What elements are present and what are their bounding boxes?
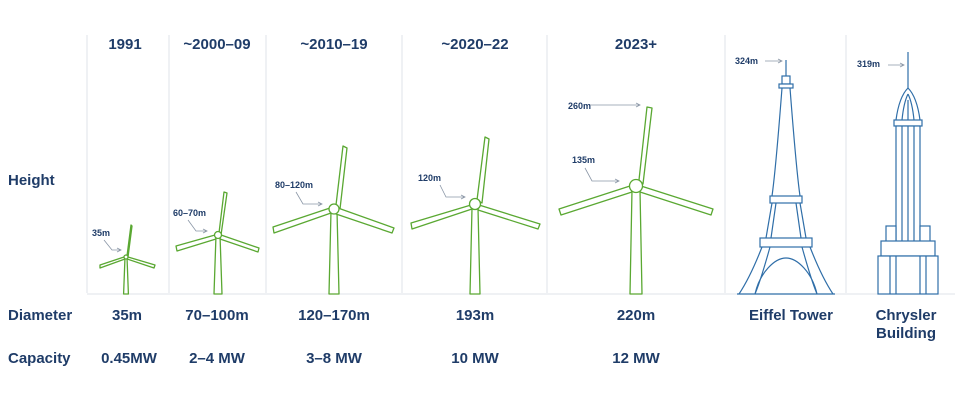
turbine-blade (272, 207, 332, 234)
turbine-hub (328, 203, 340, 215)
annotation-arrow (888, 62, 905, 68)
diameter-value-2010-19: 120–170m (298, 307, 370, 324)
capacity-value-2020-22: 10 MW (451, 350, 499, 367)
eiffel-middle (765, 202, 807, 239)
eiffel-top (781, 75, 791, 85)
diameter-value-1991: 35m (112, 307, 142, 324)
turbine-tower (328, 210, 340, 295)
turbine-blade (335, 145, 348, 210)
annotation-arrow (584, 167, 620, 184)
height-annotation: 60–70m (173, 208, 206, 218)
turbine-blade (126, 256, 156, 269)
turbine-hub (628, 178, 644, 194)
landmark-name-chrysler-line1: Chrysler (876, 307, 937, 324)
column-dividers (86, 35, 847, 293)
capacity-value-2000-09: 2–4 MW (189, 350, 246, 367)
diameter-row: 35m 70–100m 120–170m 193m 220m Eiffel To… (112, 307, 937, 342)
turbine-blade (638, 106, 653, 185)
chrysler-base-lines (889, 256, 927, 294)
height-annotation: 135m (572, 155, 595, 165)
era-label-2010-19: ~2010–19 (300, 36, 367, 53)
era-label-2000-09: ~2000–09 (183, 36, 250, 53)
annotation-arrow (187, 219, 208, 234)
chrysler-building: 319m (857, 52, 939, 295)
landmark-name-eiffel: Eiffel Tower (749, 307, 833, 324)
capacity-value-1991: 0.45MW (101, 350, 158, 367)
turbine-hub (468, 197, 482, 211)
turbine-tower (122, 256, 130, 295)
capacity-value-2010-19: 3–8 MW (306, 350, 363, 367)
chrysler-crown (895, 87, 921, 121)
landmark-name-chrysler-line2: Building (876, 325, 936, 342)
turbine-2020-22: 120m (410, 136, 541, 295)
turbine-2023: 135m 260m (558, 101, 714, 295)
row-label-capacity: Capacity (8, 350, 71, 367)
turbine-blade (126, 224, 133, 258)
turbine-hub (123, 254, 129, 260)
annotation-arrow (103, 239, 122, 253)
capacity-value-2023: 12 MW (612, 350, 660, 367)
eiffel-body (771, 87, 801, 197)
turbine-tower (213, 234, 223, 295)
turbine-blade (410, 204, 473, 230)
turbine-hub (213, 230, 223, 240)
eiffel-tower: 324m (735, 56, 835, 295)
turbine-tower (629, 189, 643, 295)
diameter-value-2000-09: 70–100m (185, 307, 248, 324)
eiffel-legs (738, 246, 834, 295)
era-label-1991: 1991 (108, 36, 141, 53)
annotation-arrow (590, 102, 641, 108)
turbine-blade (99, 256, 126, 269)
turbine-blade (639, 185, 714, 216)
eiffel-second-level (769, 195, 803, 204)
height-annotation: 319m (857, 59, 880, 69)
row-label-diameter: Diameter (8, 307, 72, 324)
diameter-value-2023: 220m (617, 307, 655, 324)
turbine-2000-09: 60–70m (173, 191, 260, 295)
eiffel-top-platform (778, 83, 794, 89)
capacity-row: 0.45MW 2–4 MW 3–8 MW 10 MW 12 MW (101, 350, 661, 367)
turbine-blade (335, 207, 395, 234)
chrysler-crown-base (893, 119, 923, 127)
chrysler-lower-setback (880, 240, 936, 257)
height-annotation: 80–120m (275, 180, 313, 190)
diameter-value-2020-22: 193m (456, 307, 494, 324)
height-annotation: 324m (735, 56, 758, 66)
era-label-2023: 2023+ (615, 36, 657, 53)
row-label-height: Height (8, 172, 55, 189)
annotation-arrow (295, 191, 323, 207)
turbine-blade (219, 234, 260, 253)
turbine-2010-19: 80–120m (272, 145, 395, 295)
eiffel-first-level (759, 237, 813, 248)
chrysler-base (877, 255, 939, 295)
turbine-blade (477, 204, 541, 230)
era-label-2020-22: ~2020–22 (441, 36, 508, 53)
turbine-blade (558, 185, 633, 216)
height-annotation: 35m (92, 228, 110, 238)
turbine-blade (218, 191, 228, 236)
era-headings: 1991 ~2000–09 ~2010–19 ~2020–22 2023+ (108, 36, 657, 53)
turbine-blade (175, 234, 217, 252)
turbine-blade (476, 136, 490, 204)
annotation-arrow (439, 184, 466, 200)
height-annotation: 120m (418, 173, 441, 183)
tip-height-annotation: 260m (568, 101, 591, 111)
turbine-1991: 35m (92, 224, 156, 295)
annotation-arrow (765, 58, 783, 64)
turbine-tower (469, 207, 481, 295)
